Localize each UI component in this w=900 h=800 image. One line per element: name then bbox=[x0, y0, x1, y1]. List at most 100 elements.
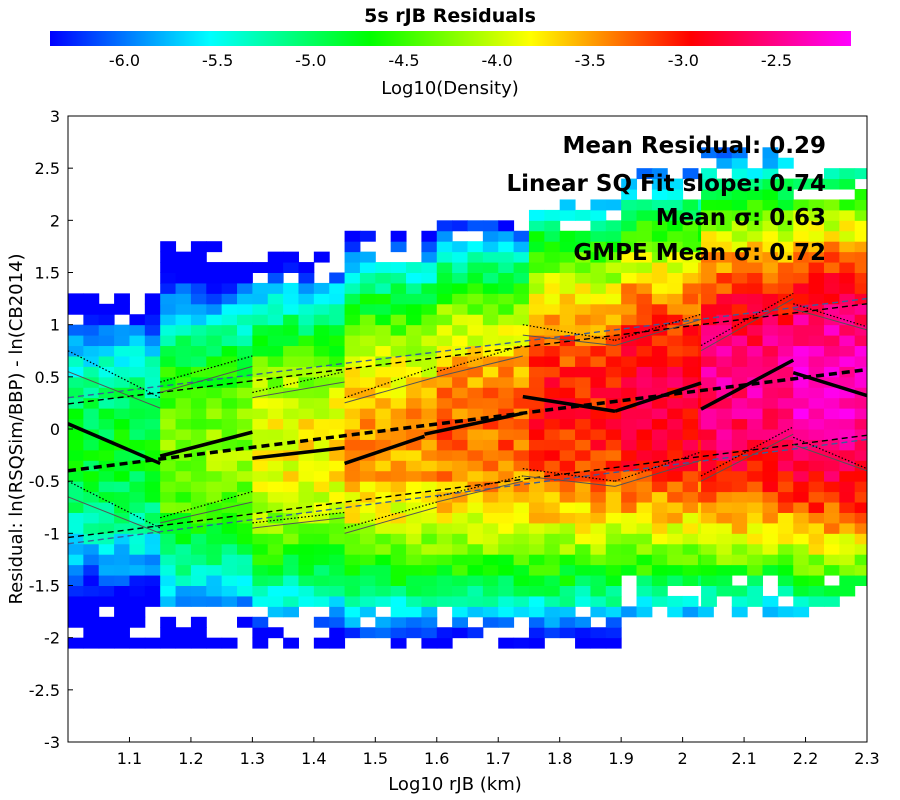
heatmap-cell bbox=[513, 502, 530, 513]
heatmap-cell bbox=[68, 397, 84, 409]
heatmap-cell bbox=[682, 502, 699, 513]
heatmap-cell bbox=[221, 408, 238, 420]
heatmap-cell bbox=[590, 220, 607, 232]
heatmap-cell bbox=[83, 616, 100, 628]
heatmap-cell bbox=[98, 387, 115, 399]
heatmap-cell bbox=[590, 376, 607, 388]
heatmap-cell bbox=[267, 324, 284, 336]
heatmap-cell bbox=[190, 366, 207, 378]
heatmap-cell bbox=[344, 314, 361, 326]
heatmap-cell bbox=[559, 199, 576, 211]
heatmap-cell bbox=[513, 429, 530, 440]
heatmap-cell bbox=[206, 397, 223, 409]
heatmap-cell bbox=[129, 595, 146, 607]
heatmap-cell bbox=[605, 220, 622, 232]
heatmap-cell bbox=[651, 376, 668, 388]
heatmap-cell bbox=[175, 429, 192, 440]
heatmap-cell bbox=[575, 449, 591, 461]
heatmap-cell bbox=[793, 230, 810, 242]
heatmap-cell bbox=[298, 543, 315, 555]
heatmap-cell bbox=[559, 303, 576, 315]
heatmap-cell bbox=[237, 522, 253, 534]
heatmap-cell bbox=[636, 168, 653, 180]
heatmap-cell bbox=[747, 209, 764, 221]
heatmap-cell bbox=[237, 585, 253, 597]
heatmap-cell bbox=[575, 418, 591, 430]
heatmap-cell bbox=[83, 314, 100, 326]
heatmap-cell bbox=[129, 616, 146, 628]
heatmap-cell bbox=[575, 616, 591, 628]
heatmap-cell bbox=[854, 262, 867, 273]
heatmap-cell bbox=[436, 575, 453, 586]
heatmap-cell bbox=[747, 585, 764, 597]
heatmap-cell bbox=[590, 533, 607, 545]
heatmap-cell bbox=[68, 512, 84, 524]
series-segment bbox=[700, 298, 794, 352]
heatmap-cell bbox=[762, 157, 779, 169]
heatmap-cell bbox=[190, 543, 207, 555]
heatmap-cell bbox=[98, 366, 115, 378]
heatmap-cell bbox=[667, 251, 684, 263]
heatmap-cell bbox=[731, 251, 748, 263]
heatmap-cell bbox=[160, 282, 177, 294]
heatmap-cell bbox=[528, 449, 545, 461]
heatmap-cell bbox=[808, 199, 825, 211]
heatmap-cell bbox=[762, 324, 779, 336]
heatmap-cell bbox=[636, 575, 653, 586]
heatmap-cell bbox=[590, 627, 607, 639]
heatmap-cell bbox=[283, 460, 299, 472]
heatmap-cell bbox=[359, 512, 376, 524]
heatmap-cell bbox=[267, 470, 284, 482]
heatmap-cell bbox=[221, 595, 238, 607]
heatmap-cell bbox=[682, 554, 699, 566]
heatmap-cell bbox=[359, 303, 376, 315]
heatmap-cell bbox=[762, 449, 779, 461]
heatmap-cell bbox=[237, 595, 253, 607]
heatmap-cell bbox=[144, 293, 161, 305]
heatmap-cell bbox=[575, 397, 591, 409]
heatmap-cell bbox=[621, 366, 638, 378]
heatmap-cell bbox=[731, 429, 748, 440]
heatmap-cell bbox=[175, 491, 192, 503]
heatmap-cell bbox=[68, 439, 84, 451]
heatmap-cell bbox=[298, 449, 315, 461]
heatmap-cell bbox=[528, 637, 545, 649]
heatmap-cell bbox=[651, 209, 668, 221]
heatmap-cell bbox=[793, 345, 810, 357]
heatmap-cell bbox=[359, 418, 376, 430]
heatmap-cell bbox=[436, 282, 453, 294]
heatmap-cell bbox=[237, 387, 253, 399]
heatmap-cell bbox=[716, 324, 733, 336]
heatmap-cell bbox=[237, 491, 253, 503]
heatmap-cell bbox=[605, 418, 622, 430]
heatmap-cell bbox=[701, 564, 717, 576]
heatmap-cell bbox=[793, 314, 810, 326]
heatmap-cell bbox=[482, 575, 499, 586]
heatmap-cell bbox=[498, 564, 515, 576]
heatmap-cell bbox=[436, 397, 453, 409]
heatmap-cell bbox=[762, 554, 779, 566]
heatmap-cell bbox=[559, 460, 576, 472]
heatmap-cell bbox=[513, 282, 530, 294]
heatmap-cell bbox=[559, 554, 576, 566]
heatmap-cell bbox=[747, 178, 764, 190]
heatmap-cell bbox=[98, 637, 115, 649]
heatmap-cell bbox=[283, 408, 299, 420]
heatmap-cell bbox=[452, 345, 468, 357]
heatmap-cell bbox=[452, 575, 468, 586]
heatmap-cell bbox=[697, 606, 714, 618]
heatmap-cell bbox=[467, 282, 484, 294]
heatmap-cell bbox=[498, 376, 515, 388]
heatmap-cell bbox=[590, 418, 607, 430]
heatmap-cell bbox=[544, 460, 561, 472]
heatmap-cell bbox=[839, 397, 856, 409]
heatmap-cell bbox=[406, 376, 422, 388]
heatmap-cell bbox=[344, 335, 361, 347]
heatmap-cell bbox=[793, 209, 810, 221]
heatmap-cell bbox=[329, 575, 346, 586]
heatmap-cell bbox=[406, 355, 422, 367]
y-tick-label: -1 bbox=[44, 524, 60, 543]
heatmap-cell bbox=[436, 387, 453, 399]
heatmap-cell bbox=[528, 533, 545, 545]
heatmap-cell bbox=[421, 533, 438, 545]
